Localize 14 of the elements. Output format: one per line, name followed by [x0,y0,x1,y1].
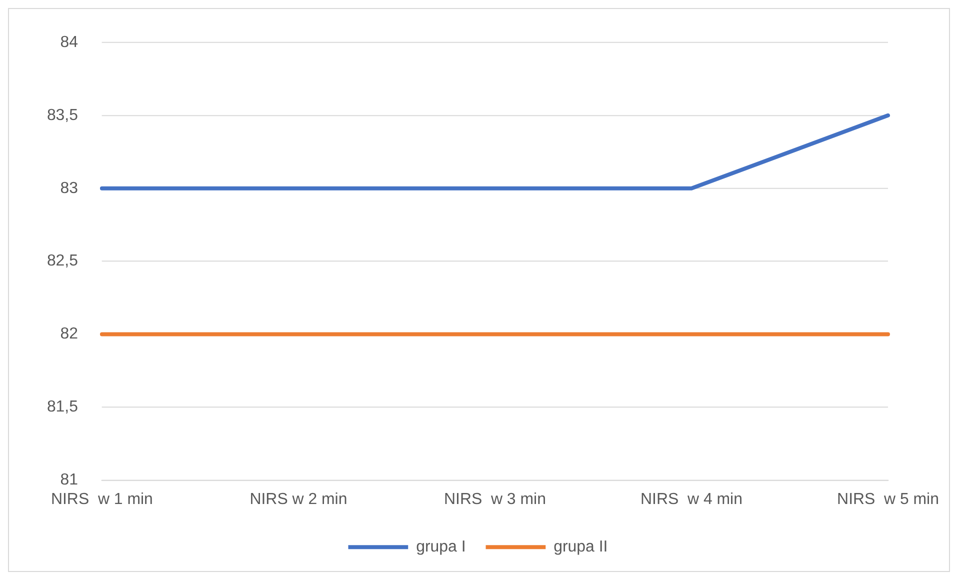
x-tick-label: NIRS w 2 min [250,491,348,508]
legend-label: grupa II [554,538,608,556]
x-tick-label: NIRS w 4 min [640,491,742,508]
x-tick-label: NIRS w 3 min [444,491,546,508]
legend-label: grupa I [416,538,466,556]
y-tick-label: 81 [60,472,78,489]
y-tick-label: 83 [60,180,78,197]
y-tick-label: 82,5 [46,252,78,270]
y-tick-label: 83,5 [46,106,78,124]
x-tick-label: NIRS w 1 min [50,491,153,508]
y-tick-label: 84 [60,34,78,51]
x-tick-label: NIRS w 5 min [837,491,939,508]
y-tick-label: 81,5 [46,398,78,416]
y-tick-label: 82 [60,326,78,343]
